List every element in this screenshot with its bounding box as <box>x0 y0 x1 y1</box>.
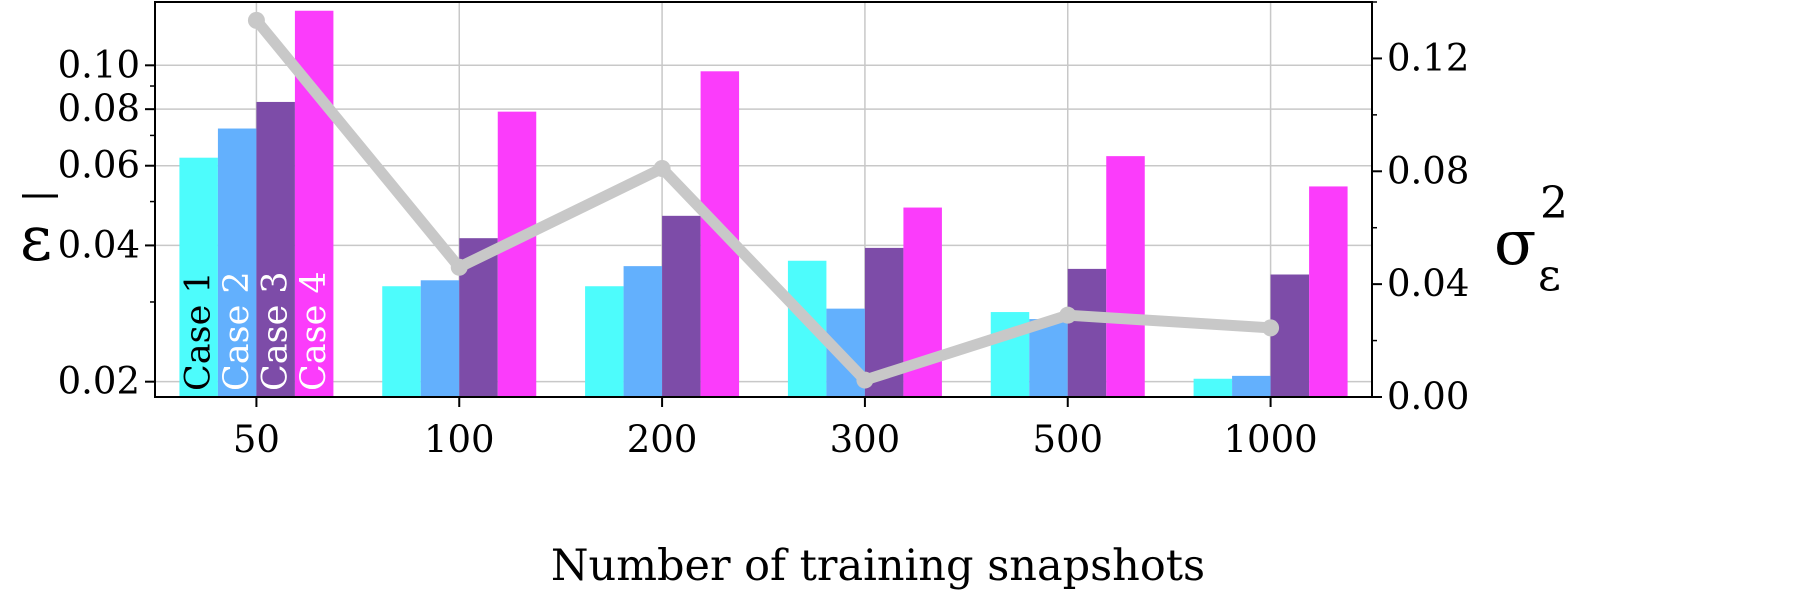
bar-case-2-100 <box>420 280 460 397</box>
bar-case-2-1000 <box>1232 375 1271 397</box>
right-axis-subscript: ε <box>1538 250 1561 301</box>
bar-case-2-50 <box>217 128 257 397</box>
x-axis: 50 100 200 300 500 1000 <box>233 397 1318 461</box>
right-tick-label-1: 0.04 <box>1387 262 1469 305</box>
plot-frame <box>154 1 1373 398</box>
bar-case-1-1000 <box>1193 378 1233 397</box>
variance-point-300 <box>856 371 874 389</box>
left-axis-symbol: ε <box>20 202 52 275</box>
bar-series-group <box>179 10 1348 398</box>
bar-case-3-50 <box>256 101 295 397</box>
x-axis-title: Number of training snapshots <box>551 541 1205 591</box>
variance-point-500 <box>1059 306 1077 324</box>
variance-point-50 <box>247 11 265 29</box>
case-label-1: Case 1 <box>179 271 219 391</box>
case-label-2: Case 2 <box>217 271 257 391</box>
left-tick-label-4: 0.10 <box>58 43 140 86</box>
bar-case-3-200 <box>662 215 701 397</box>
case-label-3: Case 3 <box>256 271 296 391</box>
left-axis-title: ε <box>20 194 58 275</box>
x-tick-label-50: 50 <box>233 418 280 461</box>
right-tick-label-3: 0.12 <box>1387 36 1469 79</box>
x-tick-label-200: 200 <box>627 418 698 461</box>
x-tick-label-100: 100 <box>424 418 495 461</box>
variance-line-group <box>247 11 1280 389</box>
bar-case-3-1000 <box>1270 274 1310 397</box>
left-tick-label-3: 0.08 <box>58 87 140 130</box>
variance-line <box>250 14 1277 386</box>
case-label-4: Case 4 <box>294 271 334 391</box>
x-tick-label-300: 300 <box>830 418 901 461</box>
grid-lines <box>155 2 1372 397</box>
variance-point-200 <box>653 159 671 177</box>
x-tick-label-500: 500 <box>1032 418 1103 461</box>
bar-case-4-500 <box>1106 156 1145 397</box>
left-tick-label-2: 0.06 <box>58 144 140 187</box>
left-tick-label-1: 0.04 <box>58 223 140 266</box>
right-axis-superscript: 2 <box>1540 178 1568 229</box>
left-y-axis: 0.02 0.04 0.06 0.080.10 <box>58 43 155 403</box>
bar-case-4-1000 <box>1309 186 1348 397</box>
left-tick-label-0: 0.02 <box>58 360 140 403</box>
bar-case-4-100 <box>497 111 537 398</box>
bar-case-2-200 <box>623 266 663 397</box>
bar-case-1-100 <box>382 286 421 397</box>
variance-point-100 <box>450 258 468 276</box>
variance-point-1000 <box>1262 319 1280 337</box>
right-y-axis: 0.00 0.04 0.08 0.12 <box>1372 1 1469 418</box>
right-axis-symbol: σ <box>1494 206 1536 279</box>
bar-case-1-200 <box>585 286 624 397</box>
bar-case-2-500 <box>1029 319 1068 397</box>
bar-case-1-50 <box>179 157 218 397</box>
right-axis-title: σ 2 ε <box>1494 178 1568 301</box>
right-tick-label-0: 0.00 <box>1387 375 1469 418</box>
right-tick-label-2: 0.08 <box>1387 149 1469 192</box>
x-tick-label-1000: 1000 <box>1223 418 1317 461</box>
plot-border <box>154 1 1373 398</box>
bar-case-3-500 <box>1067 268 1107 397</box>
